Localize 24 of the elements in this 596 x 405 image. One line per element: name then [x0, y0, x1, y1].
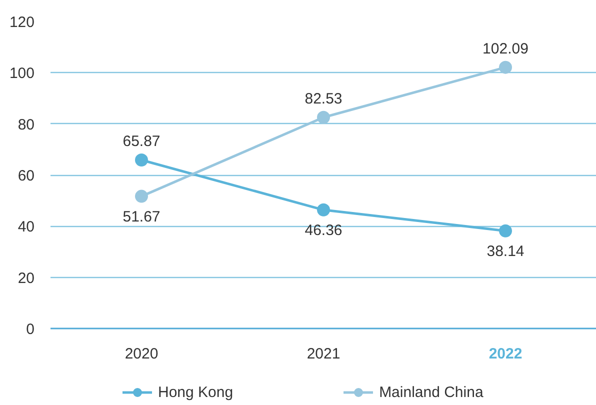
y-tick-label: 0	[26, 321, 34, 338]
data-label: 38.14	[486, 242, 524, 260]
point	[317, 110, 330, 124]
y-tick-label: 80	[18, 116, 35, 134]
point	[499, 60, 512, 74]
data-label: 46.36	[304, 222, 342, 239]
data-label: 102.09	[482, 40, 528, 58]
point	[317, 203, 330, 216]
x-tick-label: 2022	[488, 346, 522, 362]
point	[135, 190, 148, 203]
legend-label: Hong Kong	[158, 384, 234, 400]
y-tick-label: 100	[9, 65, 35, 82]
y-tick-label: 40	[18, 218, 35, 236]
data-label: 82.53	[304, 90, 342, 108]
x-tick-label: 2020	[124, 346, 158, 362]
data-label: 65.87	[122, 132, 160, 150]
y-tick-label: 60	[18, 168, 35, 184]
point	[499, 224, 512, 238]
data-label: 51.67	[122, 208, 160, 226]
y-tick-label: 20	[18, 270, 35, 287]
point	[135, 153, 148, 166]
x-tick-label: 2021	[306, 346, 340, 362]
legend-label: Mainland China	[379, 384, 484, 400]
y-tick-label: 120	[9, 14, 35, 31]
